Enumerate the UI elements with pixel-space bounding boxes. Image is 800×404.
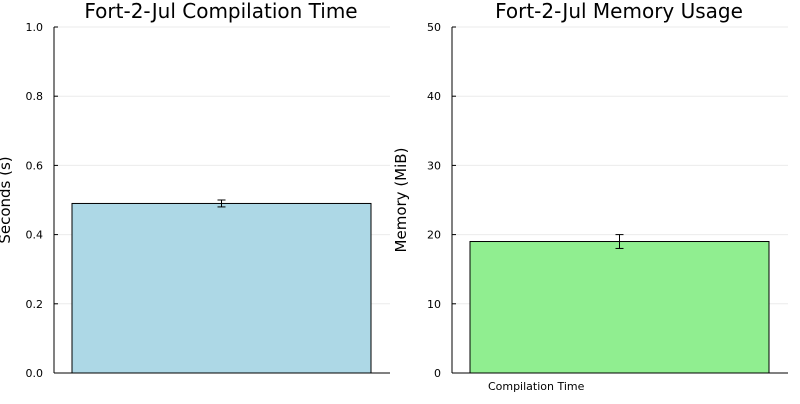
y-tick-label: 10 (427, 298, 441, 311)
y-tick-label: 0.0 (26, 367, 44, 380)
y-tick-label: 0.8 (26, 90, 44, 103)
y-tick-label: 0.2 (26, 298, 44, 311)
chart-title: Fort-2-Jul Compilation Time (84, 0, 357, 23)
y-tick-label: 0.6 (26, 159, 44, 172)
error-bars (615, 234, 624, 249)
y-tick-label: 0 (434, 367, 441, 380)
y-axis-label: Memory (MiB) (392, 148, 410, 253)
axes (53, 26, 390, 374)
compilation-time-panel: Fort-2-Jul Compilation Time Seconds (s) … (0, 0, 390, 380)
axes (451, 26, 788, 374)
y-tick-label: 50 (427, 21, 441, 34)
chart-title: Fort-2-Jul Memory Usage (495, 0, 743, 23)
y-tick-label: 0.4 (26, 229, 44, 242)
y-tick-label: 40 (427, 90, 441, 103)
y-tick-labels: 0 10 20 30 40 50 (427, 21, 441, 380)
y-tick-labels: 0.0 0.2 0.4 0.6 0.8 1.0 (26, 21, 44, 380)
y-tick-label: 30 (427, 159, 441, 172)
memory-usage-panel: Fort-2-Jul Memory Usage Memory (MiB) 0 10… (392, 0, 788, 393)
x-tick-label: Compilation Time (488, 380, 585, 393)
error-bars (217, 199, 226, 208)
y-tick-label: 1.0 (26, 21, 44, 34)
bar (71, 202, 372, 374)
y-tick-label: 20 (427, 229, 441, 242)
bars (71, 202, 372, 374)
x-tick-labels: Compilation Time (488, 380, 585, 393)
bar (469, 241, 770, 374)
bars (469, 241, 770, 374)
y-axis-label: Seconds (s) (0, 156, 14, 243)
